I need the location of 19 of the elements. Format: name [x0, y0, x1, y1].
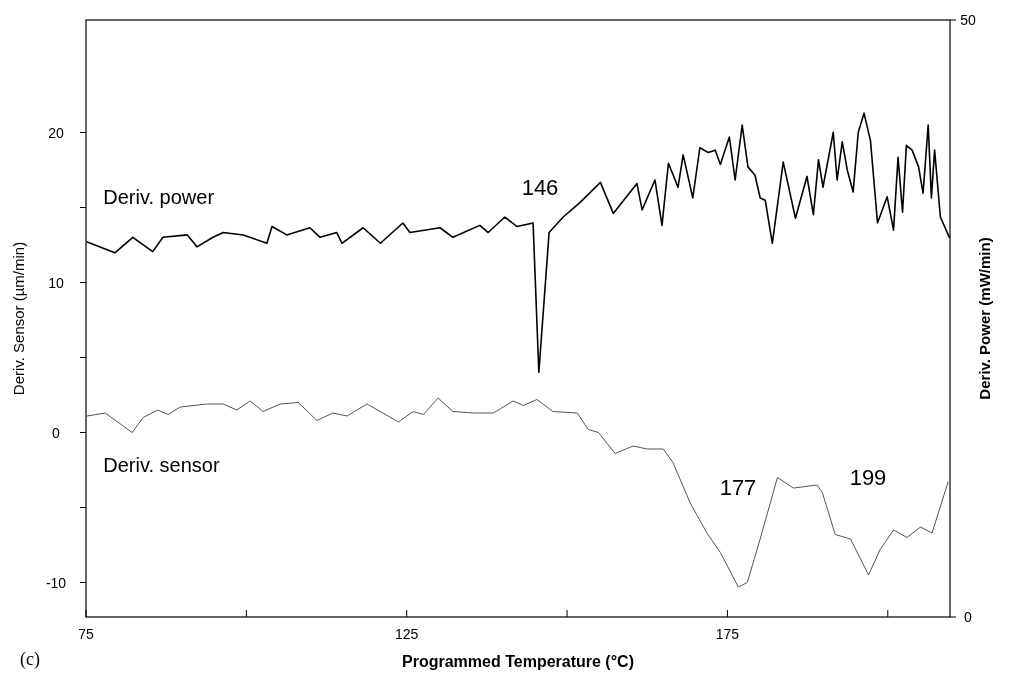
annotation: 177 — [719, 475, 757, 500]
x-tick-label: 125 — [395, 626, 419, 642]
x-axis-title: Programmed Temperature (°C) — [402, 653, 634, 670]
line-series — [86, 397, 949, 588]
annotation: 146 — [521, 175, 559, 200]
y2-tick-label: 0 — [964, 609, 973, 625]
y-tick-label: 20 — [48, 124, 64, 141]
series-label: Deriv. power — [103, 186, 215, 209]
y2-axis-title: Deriv. Power (mW/min) — [976, 237, 993, 400]
x-tick-label: 175 — [715, 626, 740, 642]
y-tick-label: 10 — [48, 274, 64, 291]
y-tick-label: 0 — [52, 424, 61, 441]
x-tick-label: 75 — [78, 626, 94, 642]
y-tick-label: -10 — [45, 574, 67, 591]
y-axis-title: Deriv. Sensor (µm/min) — [10, 241, 27, 396]
y2-tick-label: 50 — [960, 12, 976, 28]
text: (c) — [20, 649, 40, 670]
annotation: 199 — [849, 465, 887, 490]
series-label: Deriv. sensor — [103, 454, 220, 476]
